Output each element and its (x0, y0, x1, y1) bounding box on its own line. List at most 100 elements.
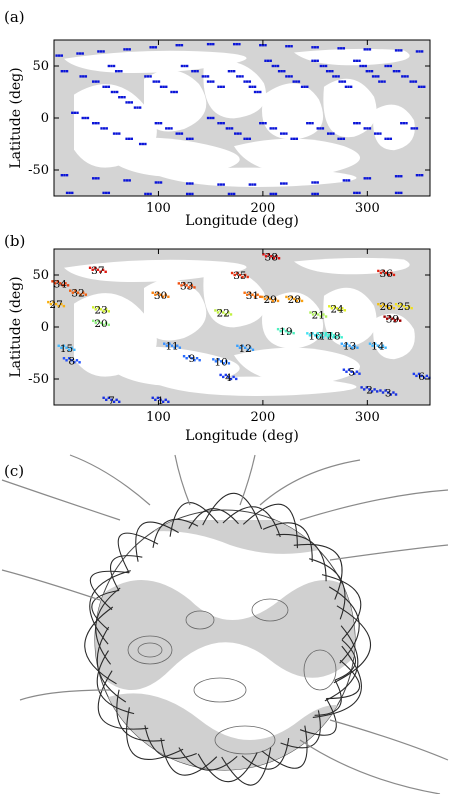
marker-point (188, 192, 191, 196)
filament-point (94, 321, 97, 325)
filament-point (337, 334, 341, 337)
marker-point (235, 42, 238, 46)
filament-point (368, 388, 371, 391)
marker-point (347, 85, 350, 88)
filament-point (232, 375, 235, 379)
filament-point (279, 329, 282, 333)
marker-point (277, 70, 281, 73)
marker-point (230, 192, 233, 196)
closed-field-line (96, 626, 127, 703)
filament-point (217, 358, 220, 361)
marker-point (246, 137, 249, 140)
marker-point (420, 50, 424, 53)
marker-point (209, 116, 212, 120)
filament-point (269, 297, 272, 301)
filament-point (345, 342, 349, 345)
marker-point (376, 132, 379, 135)
y-tick-label: 0 (41, 111, 49, 126)
filament-point (390, 305, 393, 308)
filament-point (97, 319, 100, 323)
marker-point (363, 177, 366, 180)
filament-point (195, 357, 199, 360)
marker-point (395, 70, 398, 73)
marker-point (297, 80, 301, 83)
filament-point (51, 280, 54, 283)
filament-point (274, 297, 277, 301)
marker-point (236, 132, 240, 135)
open-field-line (1, 479, 121, 521)
marker-point (152, 46, 155, 49)
marker-point (97, 122, 100, 125)
marker-point (285, 132, 288, 135)
marker-point (272, 192, 275, 196)
filament-label: 22 (217, 307, 230, 319)
marker-point (228, 127, 231, 130)
marker-point (371, 75, 375, 78)
filament-point (69, 289, 72, 292)
filament-point (316, 332, 319, 335)
filament-point (112, 400, 116, 403)
marker-point (105, 191, 108, 195)
marker-point (157, 80, 161, 83)
filament-point (238, 273, 242, 277)
marker-point (76, 111, 79, 114)
marker-point (165, 127, 168, 130)
marker-point (217, 85, 220, 88)
marker-point (123, 48, 126, 51)
marker-point (345, 179, 348, 182)
open-field-line (69, 454, 151, 506)
filament-label: 6 (418, 371, 425, 383)
filament-label: 30 (154, 290, 167, 302)
marker-point (256, 90, 259, 94)
panel-a-markers (55, 42, 426, 196)
marker-point (191, 137, 194, 140)
filament-point (94, 266, 97, 269)
filament-point (102, 310, 105, 313)
filament-point (292, 331, 295, 335)
filament-point (342, 368, 346, 371)
filament-label: 38 (265, 251, 278, 263)
marker-point (196, 70, 199, 73)
filament-point (105, 308, 108, 311)
marker-point (102, 85, 105, 88)
marker-point (358, 191, 361, 195)
marker-point (400, 175, 403, 178)
panel-a: (a) 100 200 300 50 0 -50 Longitude (deg) Lati… (4, 8, 431, 229)
marker-point (410, 127, 413, 130)
filament-point (333, 305, 336, 308)
filament-point (159, 293, 162, 296)
filament-point (222, 311, 225, 314)
filament-point (376, 390, 379, 393)
marker-point (232, 192, 236, 196)
filament-point (151, 291, 154, 294)
marker-point (138, 142, 142, 146)
filament-point (324, 315, 328, 318)
filament-point (256, 293, 259, 296)
filament-point (392, 307, 396, 310)
closed-field-line (280, 710, 321, 749)
filament-point (91, 268, 94, 271)
y-tick-label: -50 (28, 163, 49, 178)
marker-point (344, 85, 348, 88)
marker-point (154, 122, 158, 125)
marker-point (341, 80, 344, 83)
panel-a-shading (54, 40, 430, 196)
closed-field-line (160, 737, 218, 776)
filament-point (381, 344, 385, 347)
filament-point (62, 357, 66, 360)
filament-point (151, 396, 154, 399)
marker-point (337, 47, 340, 50)
filament-label: 7 (108, 395, 115, 407)
filament-point (164, 398, 167, 401)
marker-point (397, 70, 401, 73)
marker-point (65, 174, 69, 177)
marker-point (342, 137, 346, 140)
marker-point (201, 75, 205, 78)
filament-point (306, 332, 309, 335)
filament-point (243, 291, 246, 294)
filament-point (363, 388, 366, 391)
y-tick-label: -50 (28, 372, 49, 387)
filament-label: 10 (214, 356, 227, 368)
filament-point (356, 346, 359, 349)
filament-point (251, 293, 254, 296)
